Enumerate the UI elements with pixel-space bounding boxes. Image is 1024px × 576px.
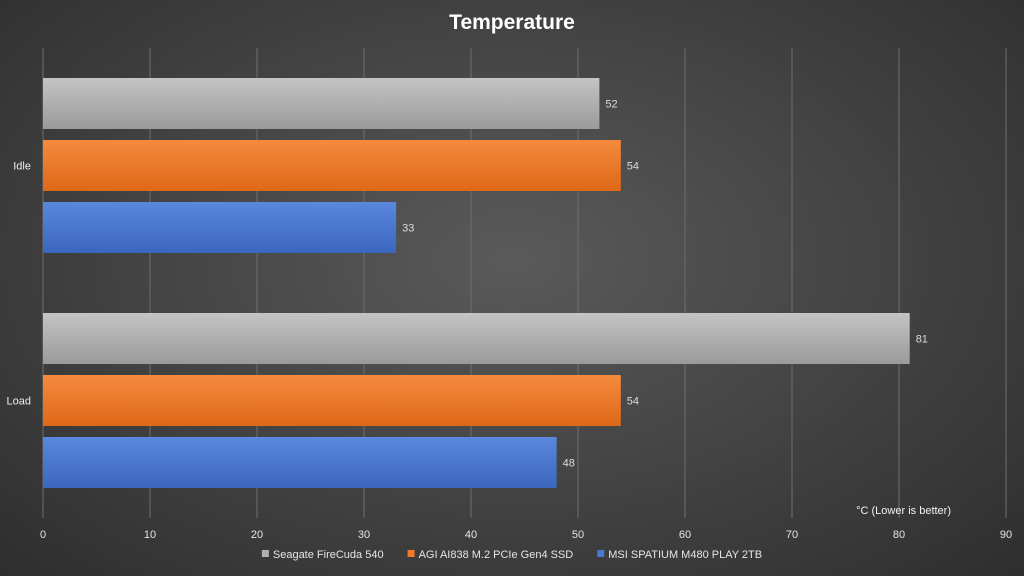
legend-swatch	[261, 550, 269, 557]
data-labels: 52 54 33 81 54 48	[402, 99, 928, 470]
x-tick-label: 10	[144, 529, 156, 541]
legend-item: MSI SPATIUM M480 PLAY 2TB	[597, 549, 762, 561]
legend-label: AGI AI838 M.2 PCIe Gen4 SSD	[419, 549, 574, 561]
legend-swatch	[597, 550, 605, 557]
data-label: 48	[563, 458, 575, 470]
legend-swatch	[407, 550, 415, 557]
data-label: 54	[627, 161, 639, 173]
data-label: 81	[916, 334, 928, 346]
bar	[43, 78, 600, 129]
x-tick-label: 90	[1000, 529, 1012, 541]
x-tick-label: 80	[893, 529, 905, 541]
bar	[43, 202, 397, 253]
category-labels: Idle Load	[7, 161, 31, 408]
category-label: Load	[7, 396, 31, 408]
x-tick-label: 50	[572, 529, 584, 541]
x-tick-label: 70	[786, 529, 798, 541]
x-tick-label: 0	[40, 529, 46, 541]
legend-item: Seagate FireCuda 540	[261, 549, 384, 561]
x-tick-label: 60	[679, 529, 691, 541]
data-label: 52	[605, 99, 617, 111]
x-tick-label: 20	[251, 529, 263, 541]
legend-label: MSI SPATIUM M480 PLAY 2TB	[608, 549, 762, 561]
bars	[43, 78, 910, 488]
bar	[43, 140, 621, 191]
bar	[43, 375, 621, 426]
legend: Seagate FireCuda 540 AGI AI838 M.2 PCIe G…	[261, 549, 762, 561]
x-tick-label: 40	[465, 529, 477, 541]
bar	[43, 313, 910, 364]
bar	[43, 437, 557, 488]
data-label: 54	[627, 396, 639, 408]
category-label: Idle	[13, 161, 31, 173]
x-axis-ticks: 0 10 20 30 40 50 60 70 80 90	[40, 529, 1012, 541]
legend-item: AGI AI838 M.2 PCIe Gen4 SSD	[407, 549, 574, 561]
axis-note: °C (Lower is better)	[856, 505, 951, 517]
legend-label: Seagate FireCuda 540	[273, 549, 384, 561]
data-label: 33	[402, 223, 414, 235]
chart-title: Temperature	[449, 11, 575, 34]
x-tick-label: 30	[358, 529, 370, 541]
